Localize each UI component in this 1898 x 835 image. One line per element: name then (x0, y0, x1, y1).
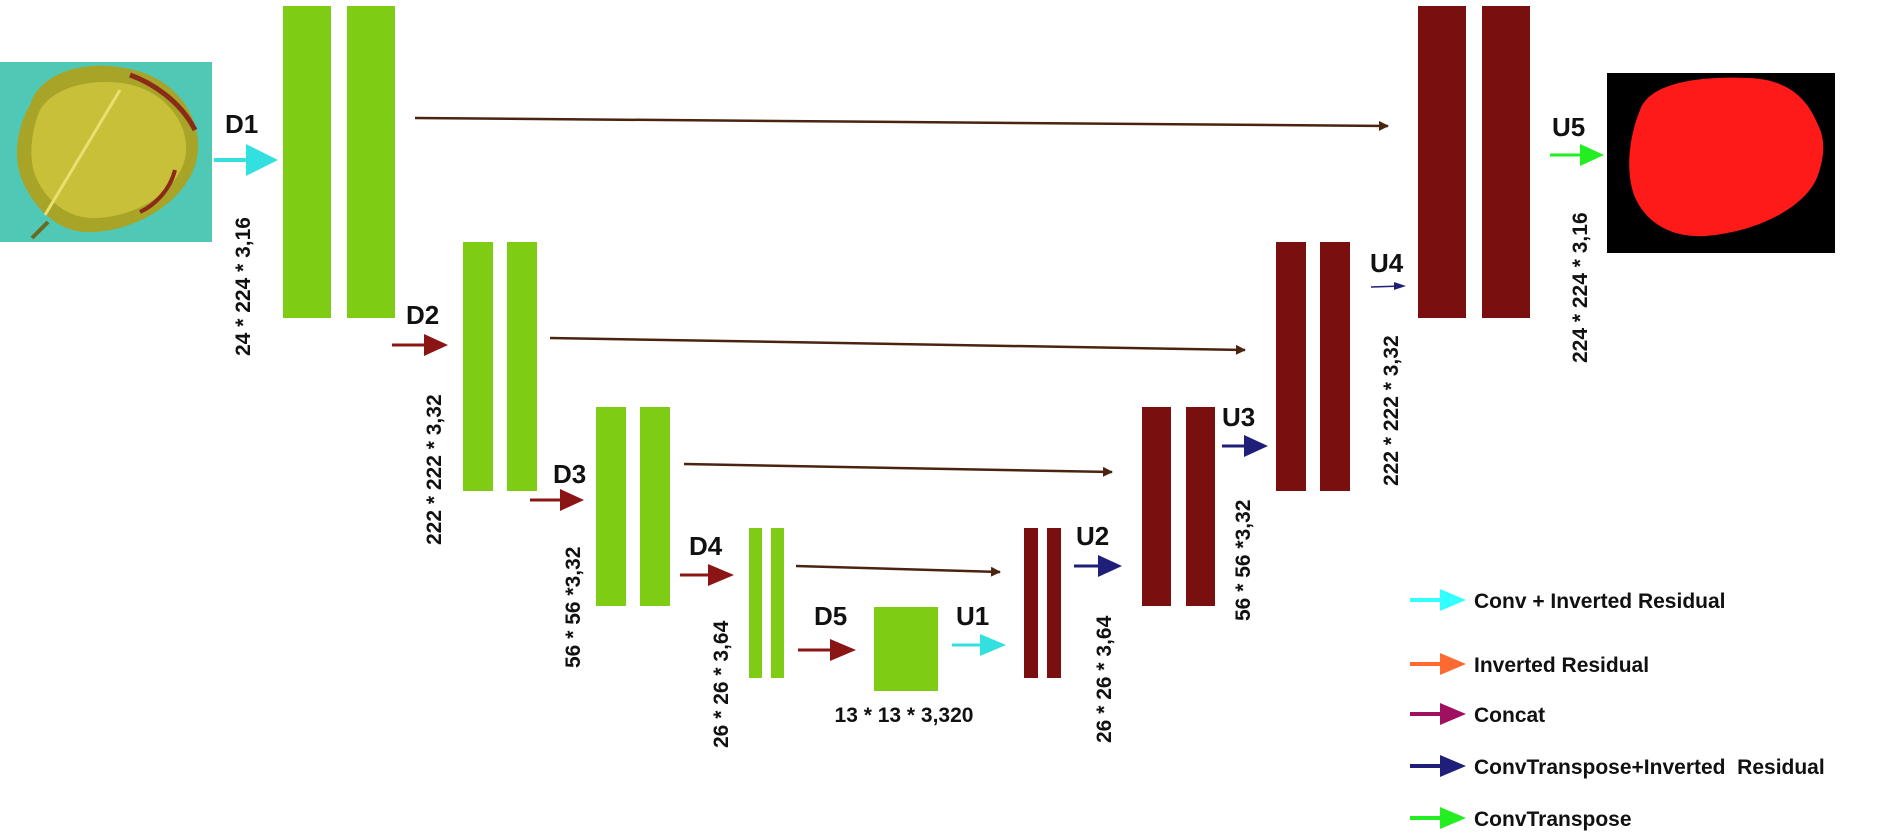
input-leaf-image (0, 62, 212, 242)
dim-u3: 56 * 56 *3,32 (1232, 500, 1255, 621)
dim-u4: 222 * 222 * 3,32 (1380, 335, 1403, 486)
u1-block-a (1024, 528, 1038, 678)
legend-label: Conv + Inverted Residual (1474, 590, 1726, 613)
legend-item: Conv + Inverted Residual (1410, 589, 1726, 613)
d4-arrow (680, 564, 734, 586)
u3-label: U3 (1222, 402, 1255, 432)
legend-arrowhead-icon (1440, 755, 1466, 777)
skip-arrow-3 (683, 462, 1113, 477)
d3-block-a (596, 407, 626, 606)
dim-d4: 26 * 26 * 3,64 (710, 620, 733, 748)
legend-item: ConvTranspose+Inverted Residual (1410, 755, 1825, 779)
u5-arrow (1550, 144, 1604, 166)
dimension-labels: 24 * 224 * 3,16 222 * 222 * 3,32 56 * 56… (232, 212, 1592, 748)
decoder-blocks (1024, 6, 1530, 678)
d1-block-b (347, 6, 395, 318)
legend-arrowhead-icon (1440, 807, 1466, 829)
dim-d2: 222 * 222 * 3,32 (423, 394, 446, 545)
legend-label: ConvTranspose (1474, 808, 1632, 831)
d3-label: D3 (553, 459, 586, 489)
d2-label: D2 (406, 300, 439, 330)
legend-arrowhead-icon (1440, 703, 1466, 725)
skip-arrow-1 (414, 116, 1389, 131)
legend-arrowhead-icon (1440, 653, 1466, 675)
legend-item: Concat (1410, 703, 1545, 727)
dim-bottleneck: 13 * 13 * 3,320 (835, 704, 974, 727)
d2-arrow (392, 334, 448, 356)
u5-label: U5 (1552, 112, 1585, 142)
d5-label: D5 (814, 601, 847, 631)
d4-label: D4 (689, 531, 723, 561)
legend-label: Concat (1474, 704, 1545, 727)
legend-label: ConvTranspose+Inverted Residual (1474, 756, 1825, 779)
u4-block-b (1482, 6, 1530, 318)
d5-arrow (798, 639, 856, 661)
d4-block-b (771, 528, 784, 678)
d1-entry-arrow (214, 144, 278, 176)
encoder-blocks (283, 6, 938, 691)
u3-block-b (1320, 242, 1350, 491)
u2-label: U2 (1076, 521, 1109, 551)
skip-arrow-4 (795, 564, 1001, 577)
skip-connections (414, 116, 1389, 577)
d3-arrow (530, 489, 584, 511)
u1-label: U1 (956, 601, 989, 631)
d1-block-a (283, 6, 331, 318)
legend: Conv + Inverted Residual Inverted Residua… (1410, 589, 1825, 831)
u1-block-b (1047, 528, 1061, 678)
stage-labels: D1 D2 D3 D4 D5 U1 U2 U3 U4 U5 (225, 109, 1585, 631)
legend-arrowhead-icon (1440, 589, 1466, 611)
u1-arrow (952, 634, 1006, 656)
d4-block-a (749, 528, 762, 678)
u2-arrow (1074, 555, 1122, 577)
dim-output: 224 * 224 * 3,16 (1569, 212, 1592, 363)
u3-arrow (1222, 435, 1268, 457)
u4-label: U4 (1370, 248, 1404, 278)
d1-label: D1 (225, 109, 258, 139)
d3-block-b (640, 407, 670, 606)
bottleneck-block (874, 607, 938, 691)
u3-block-a (1276, 242, 1306, 491)
dim-d3: 56 * 56 *3,32 (562, 547, 585, 668)
dim-input: 24 * 224 * 3,16 (232, 217, 255, 356)
u4-arrow (1370, 282, 1406, 290)
d2-block-a (463, 242, 493, 491)
u2-block-a (1142, 407, 1171, 606)
skip-arrow-2 (549, 336, 1246, 355)
legend-label: Inverted Residual (1474, 654, 1649, 677)
legend-item: ConvTranspose (1410, 807, 1632, 831)
dim-u2: 26 * 26 * 3,64 (1093, 615, 1116, 743)
legend-item: Inverted Residual (1410, 653, 1649, 677)
output-mask-image (1607, 73, 1835, 253)
u4-block-a (1418, 6, 1466, 318)
u2-block-b (1186, 407, 1215, 606)
d2-block-b (507, 242, 537, 491)
